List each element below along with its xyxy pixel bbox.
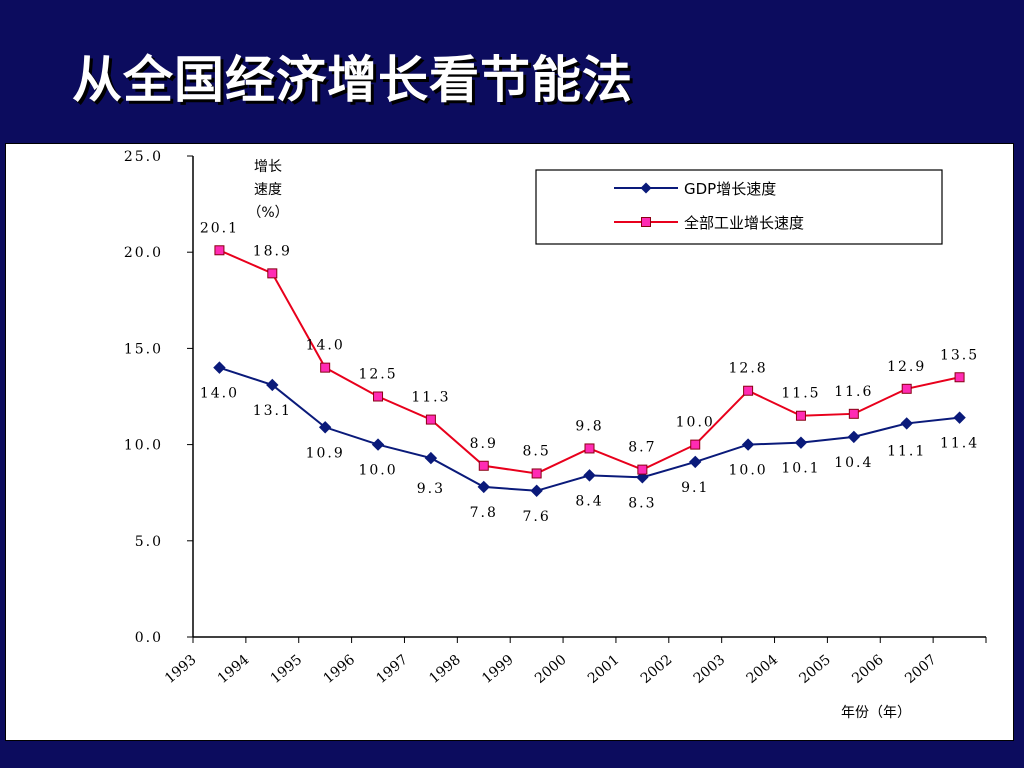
data-label-industry: 8.9	[470, 436, 498, 452]
data-point-industry	[320, 362, 331, 373]
data-point-industry	[690, 439, 701, 450]
data-point-gdp	[530, 484, 543, 497]
x-tick-label: 2002	[638, 652, 676, 687]
data-point-gdp	[953, 411, 966, 424]
data-label-gdp: 10.9	[306, 445, 345, 461]
data-point-gdp	[741, 438, 755, 451]
data-label-industry: 12.8	[729, 361, 768, 377]
legend-box	[535, 169, 943, 245]
x-tick-label: 1996	[321, 652, 359, 687]
y-tick-label: 25.0	[124, 149, 163, 165]
x-tick-label: 2006	[849, 652, 887, 687]
data-label-industry: 9.8	[575, 418, 603, 434]
data-label-industry: 13.5	[940, 347, 979, 363]
data-label-gdp: 9.1	[681, 480, 709, 496]
data-point-industry	[478, 460, 489, 471]
legend-label-gdp: GDP增长速度	[684, 180, 776, 198]
y-tick-label: 15.0	[124, 341, 163, 357]
legend-marker-industry	[641, 217, 651, 227]
data-label-gdp: 11.4	[940, 436, 979, 452]
data-label-gdp: 8.3	[628, 495, 656, 511]
chart-panel: 0.0 5.0 10.0 15.0 20.0 25.0 1993 1994 1995 1996 19…	[5, 143, 1014, 741]
data-point-industry	[425, 414, 436, 425]
data-label-industry: 11.6	[834, 384, 873, 400]
x-tick-label: 1994	[215, 652, 253, 687]
data-label-industry: 8.7	[628, 440, 656, 456]
data-label-gdp: 9.3	[417, 481, 445, 497]
data-point-industry	[901, 383, 912, 394]
x-tick-label: 1997	[373, 652, 411, 687]
data-point-gdp	[266, 378, 279, 392]
data-label-gdp: 10.4	[834, 455, 873, 471]
y-axis-label: （%）	[247, 205, 288, 221]
data-label-gdp: 10.0	[358, 463, 397, 479]
x-tick-label: 2007	[902, 652, 940, 687]
data-label-gdp: 8.4	[575, 493, 603, 509]
data-point-industry	[848, 408, 859, 419]
data-label-industry: 12.5	[358, 367, 397, 383]
data-point-industry	[531, 468, 542, 479]
data-label-gdp: 7.6	[523, 509, 551, 525]
x-tick-label: 2000	[532, 652, 570, 687]
y-tick-label: 10.0	[124, 438, 163, 454]
data-label-industry: 18.9	[253, 243, 292, 259]
y-tick-label: 20.0	[124, 245, 163, 261]
data-point-industry	[267, 268, 278, 279]
data-label-gdp: 14.0	[200, 386, 239, 402]
data-point-industry	[743, 385, 754, 396]
y-axis-label: 速度	[254, 182, 282, 198]
x-tick-label: 2003	[691, 652, 729, 687]
data-point-gdp	[318, 421, 332, 434]
data-point-industry	[954, 372, 965, 383]
data-point-gdp	[794, 436, 808, 449]
data-label-industry: 10.0	[676, 415, 715, 431]
data-label-industry: 20.1	[200, 220, 239, 236]
y-tick-label: 5.0	[135, 534, 163, 550]
x-tick-label: 2001	[585, 652, 623, 687]
data-point-industry	[373, 391, 384, 402]
data-label-gdp: 10.1	[781, 461, 820, 477]
data-label-gdp: 7.8	[470, 505, 498, 521]
legend-marker-gdp	[640, 182, 652, 194]
data-label-industry: 14.0	[306, 338, 345, 354]
data-label-industry: 11.5	[781, 386, 820, 402]
data-point-gdp	[900, 417, 913, 430]
data-label-industry: 11.3	[411, 390, 450, 406]
data-point-gdp	[371, 438, 385, 451]
x-tick-label: 2004	[744, 652, 782, 687]
data-point-industry	[795, 410, 806, 421]
data-point-industry	[214, 245, 225, 256]
line-chart: 0.0 5.0 10.0 15.0 20.0 25.0 1993 1994 1995 1996 19…	[124, 149, 987, 721]
data-point-gdp	[847, 430, 861, 444]
x-axis-label: 年份（年）	[841, 705, 911, 721]
data-label-industry: 8.5	[523, 443, 551, 459]
x-tick-label: 1993	[162, 652, 200, 687]
data-point-gdp	[583, 469, 596, 482]
data-point-industry	[584, 443, 595, 454]
x-tick-label: 1999	[479, 652, 517, 687]
series-line-industry	[219, 249, 960, 475]
y-axis-label: 增长	[254, 159, 282, 175]
x-tick-label: 1998	[426, 652, 464, 687]
data-point-gdp	[477, 480, 490, 494]
data-label-gdp: 13.1	[253, 403, 292, 419]
data-label-gdp: 10.0	[729, 463, 768, 479]
x-tick-label: 1995	[268, 652, 306, 687]
y-tick-label: 0.0	[135, 630, 163, 646]
x-tick-label: 2005	[796, 652, 834, 687]
data-point-industry	[637, 464, 648, 475]
data-label-industry: 12.9	[887, 359, 926, 375]
data-point-gdp	[213, 361, 226, 374]
data-point-gdp	[689, 455, 702, 469]
data-point-gdp	[424, 451, 438, 465]
slide-title: 从全国经济增长看节能法	[72, 51, 633, 109]
data-label-gdp: 11.1	[887, 443, 926, 459]
legend-label-industry: 全部工业增长速度	[684, 214, 804, 232]
